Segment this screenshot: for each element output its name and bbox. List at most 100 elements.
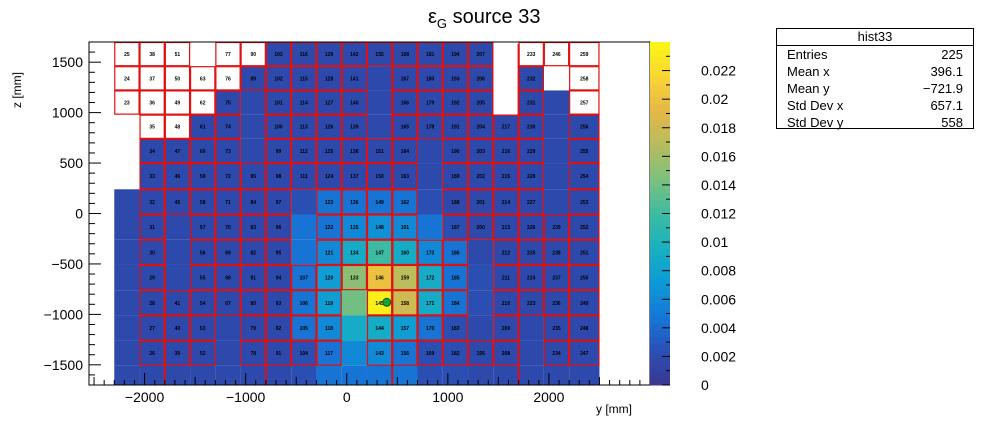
cell-number: 158 [401,301,410,307]
cell-number: 46 [175,174,181,180]
heatmap-cell [139,315,165,341]
colorbar-tick-label: 0.022 [701,63,736,79]
cell-outline [291,264,317,291]
cell-number: 214 [502,200,511,206]
cell-number: 205 [477,101,486,107]
cell-number: 172 [426,276,435,282]
stats-value: 396.1 [930,64,963,79]
cell-number: 40 [175,326,181,332]
cell-number: 81 [250,276,256,282]
cell-number: 101 [274,101,283,107]
heatmap-cell [442,315,469,341]
cell-outline [215,239,241,266]
cell-outline [215,114,241,139]
cell-number: 226 [527,225,536,231]
heatmap-cell [190,42,216,67]
cell-outline [189,315,216,341]
cell-outline [543,214,570,240]
heatmap-cell [468,189,494,215]
cell-number: 125 [325,149,334,155]
cell-number: 49 [175,101,181,107]
cell-number: 238 [552,250,561,256]
cell-outline [189,90,216,115]
heatmap-cell [139,42,165,67]
heatmap-cell [518,114,544,139]
cell-number: 236 [552,301,561,307]
heatmap-cell [240,264,266,291]
heatmap-cell [341,290,367,316]
cell-number: 142 [350,52,359,58]
cell-number: 251 [580,250,589,256]
y-tick-label: 500 [60,155,84,171]
heatmap-cell [291,114,317,139]
cell-number: 96 [276,225,282,231]
cell-number: 58 [200,200,206,206]
cell-number: 121 [325,250,334,256]
cell-number: 57 [200,225,206,231]
cell-number: 239 [552,225,561,231]
cell-number: 36 [149,101,155,107]
cell-number: 115 [300,76,308,82]
heatmap-cell [316,42,342,67]
heatmap-cell [316,66,342,91]
colorbar-segment [650,131,670,139]
heatmap-cell [114,264,140,291]
cell-number: 89 [250,76,256,82]
cell-outline [316,239,342,266]
colorbar-segment [650,83,670,91]
colorbar-tick-label: 0.014 [701,177,736,193]
cell-number: 116 [300,52,308,58]
heatmap-cell [190,90,216,115]
heatmap-cell [190,163,216,190]
cell-number: 102 [274,76,283,82]
cell-number: 188 [451,200,460,206]
heatmap-cell [114,315,140,341]
heatmap-cell [265,290,292,316]
y-tick-label: −1500 [44,357,84,373]
heatmap-cell [442,42,469,67]
heatmap-cell [493,365,519,385]
heatmap-cell [316,114,342,139]
colorbar-segment [650,295,670,304]
heatmap-cell [392,239,418,265]
cell-number: 141 [350,76,359,82]
cell-number: 54 [200,301,206,307]
heatmap-cell [240,340,266,366]
heatmap-cell [417,90,443,115]
cell-outline [467,90,494,115]
cell-number: 259 [580,52,589,58]
cell-number: 94 [276,276,282,282]
heatmap-cell [215,340,241,366]
colorbar-segment [650,186,670,194]
stats-rows: Entries 225 Mean x 396.1 Mean y −721.9 Std Dev… [777,46,973,131]
cell-number: 173 [426,250,435,256]
colorbar-segment [650,288,670,297]
cell-outline [442,162,469,190]
colorbar-segment [650,364,670,372]
cell-number: 74 [225,125,231,131]
colorbar-tick-label: 0.016 [701,148,736,164]
heatmap-cell [392,163,418,190]
heatmap-cell [341,114,367,139]
cell-number: 35 [149,125,155,131]
cell-number: 33 [149,174,155,180]
heatmap-cell [265,365,292,385]
cell-number: 122 [325,225,334,231]
cell-outline [467,162,494,190]
heatmap-cell [569,138,600,164]
heatmap-cell [417,214,443,240]
heatmap-cell [240,315,266,341]
colorbar-segment [650,62,670,70]
cell-number: 184 [451,301,460,307]
heatmap-cell [215,90,241,115]
heatmap-cell [518,138,544,164]
cell-outline [114,66,140,91]
y-tick-label: 0 [75,206,83,222]
cell-number: 62 [200,101,206,107]
heatmap-cell [164,340,191,366]
cell-labels: 25 38 51 77 90 103 116 129 142 155 168 181 194 207 233… [124,52,589,357]
heatmap-cell [341,239,367,265]
heatmap-cell [366,66,393,91]
heatmap-cell [316,239,342,265]
cell-number: 181 [426,52,435,58]
